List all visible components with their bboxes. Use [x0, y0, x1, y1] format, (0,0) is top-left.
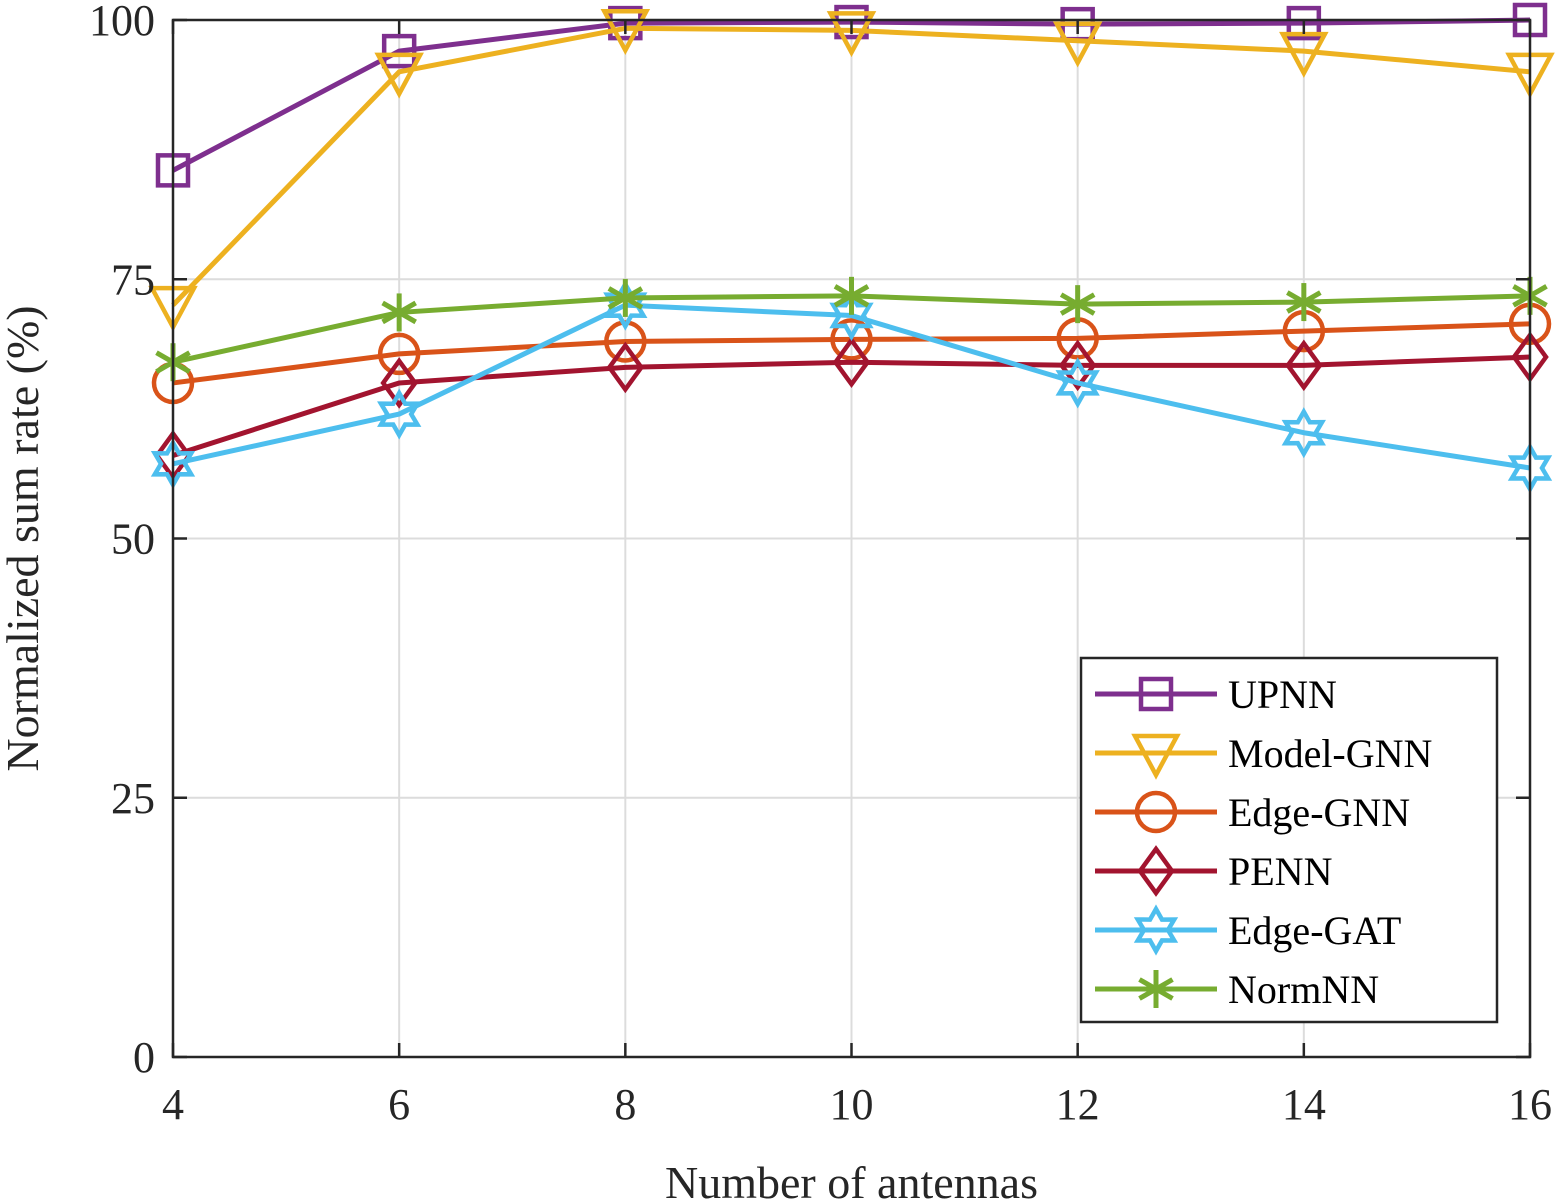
data-point-penn [1285, 339, 1323, 392]
data-point-upnn [381, 33, 417, 69]
x-tick-label: 16 [1508, 1080, 1552, 1129]
legend-item-edge-gat: Edge-GAT [1095, 904, 1401, 956]
data-point-penn [606, 341, 645, 394]
legend-box [1079, 656, 1499, 1024]
y-tick-label: 25 [111, 774, 155, 823]
data-point-normnn [1059, 285, 1096, 324]
data-point-normnn [607, 278, 644, 317]
data-point-normnn [381, 293, 417, 332]
data-point-penn [1058, 339, 1097, 392]
data-point-model-gnn [1279, 31, 1329, 78]
x-tick-label: 10 [830, 1080, 874, 1129]
data-point-edge-gat [1281, 407, 1326, 459]
y-tick-label: 100 [89, 0, 155, 45]
legend-label: UPNN [1228, 672, 1337, 717]
legend-marker [1131, 733, 1181, 780]
data-point-edge-gat [829, 289, 874, 342]
x-tick-label: 4 [162, 1080, 184, 1129]
data-point-model-gnn [374, 52, 424, 99]
legend-item-upnn: UPNN [1095, 672, 1337, 717]
legend: UPNN Model-GNN Edge-GNN PENN Edge-GAT NormNN [1079, 656, 1499, 1024]
data-point-penn [380, 357, 418, 409]
legend-marker [1138, 970, 1174, 1008]
legend-item-normnn: NormNN [1095, 967, 1379, 1012]
axes: 4 6 8 10 12 14 16 0 25 50 75 100 [89, 0, 1552, 1129]
legend-label: Model-GNN [1228, 731, 1432, 776]
series-penn [154, 331, 1549, 482]
legend-marker [1134, 790, 1178, 834]
data-point-normnn [833, 276, 870, 315]
legend-label: PENN [1228, 849, 1332, 894]
data-point-edge-gat [1055, 357, 1100, 409]
x-tick-label: 14 [1282, 1080, 1326, 1129]
data-point-penn [832, 336, 871, 389]
legend-marker [1137, 845, 1175, 897]
series-line-edge-gat [172, 302, 1531, 471]
data-point-model-gnn [600, 9, 651, 56]
legend-item-penn: PENN [1095, 845, 1332, 897]
legend-label: Edge-GAT [1228, 908, 1401, 953]
legend-item-model-gnn: Model-GNN [1095, 731, 1432, 780]
data-point-normnn [1286, 283, 1322, 322]
data-point-upnn [1286, 5, 1322, 41]
x-tick-label: 8 [614, 1080, 636, 1129]
legend-marker [1138, 676, 1174, 712]
data-point-model-gnn [826, 11, 877, 58]
legend-item-edge-gnn: Edge-GNN [1095, 790, 1410, 835]
data-point-edge-gnn [377, 332, 421, 376]
y-axis-title: Normalized sum rate (%) [0, 305, 48, 771]
x-tick-label: 12 [1056, 1080, 1100, 1129]
data-point-edge-gat [603, 279, 648, 331]
data-point-edge-gat [377, 388, 422, 440]
legend-label: Edge-GNN [1228, 790, 1410, 835]
x-tick-label: 6 [388, 1080, 410, 1129]
legend-label: NormNN [1228, 967, 1379, 1012]
data-point-edge-gnn [830, 318, 873, 361]
x-axis-title: Number of antennas [665, 1157, 1038, 1204]
y-tick-label: 0 [133, 1033, 155, 1082]
y-tick-label: 75 [111, 255, 155, 304]
legend-marker [1133, 904, 1179, 956]
series-line-penn [172, 354, 1531, 458]
y-tick-label: 50 [111, 515, 155, 564]
